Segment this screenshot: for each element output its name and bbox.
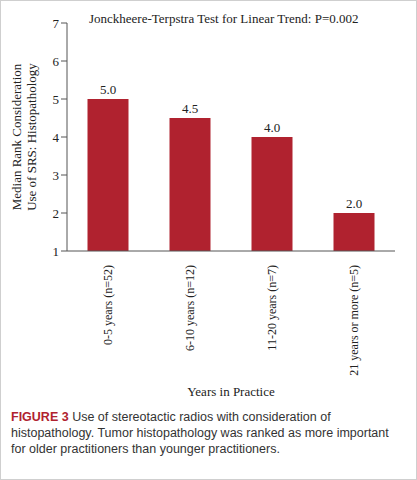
svg-text:4.5: 4.5 [182, 101, 198, 116]
svg-text:4.0: 4.0 [264, 120, 280, 135]
svg-text:5: 5 [53, 92, 60, 107]
svg-text:1: 1 [53, 244, 60, 259]
svg-text:4: 4 [53, 130, 60, 145]
svg-text:6: 6 [53, 54, 60, 69]
html-text:FIGURE 3 Use of stereotactic r: FIGURE 3 Use of stereotactic radios with… [11, 410, 389, 456]
svg-text:Median Rank Consideration: Median Rank Consideration [9, 63, 24, 210]
svg-text:7: 7 [53, 16, 60, 31]
svg-text:Years in Practice: Years in Practice [187, 384, 275, 399]
svg-text:3: 3 [53, 168, 60, 183]
svg-text:6-10 years (n=12): 6-10 years (n=12) [183, 265, 197, 351]
svg-text:0-5 years (n=52): 0-5 years (n=52) [101, 265, 115, 345]
svg-text:11-20 years (n=7): 11-20 years (n=7) [265, 265, 279, 351]
html-text:Jonckheere-Terpstra Test for L: Jonckheere-Terpstra Test for Linear Tren… [89, 11, 359, 26]
svg-text:2.0: 2.0 [346, 196, 362, 211]
svg-text:21 years or more (n=5): 21 years or more (n=5) [347, 265, 361, 376]
svg-text:5.0: 5.0 [100, 82, 116, 97]
svg-text:Use of SRS: Histopathology: Use of SRS: Histopathology [24, 63, 39, 211]
svg-text:2: 2 [53, 206, 60, 221]
